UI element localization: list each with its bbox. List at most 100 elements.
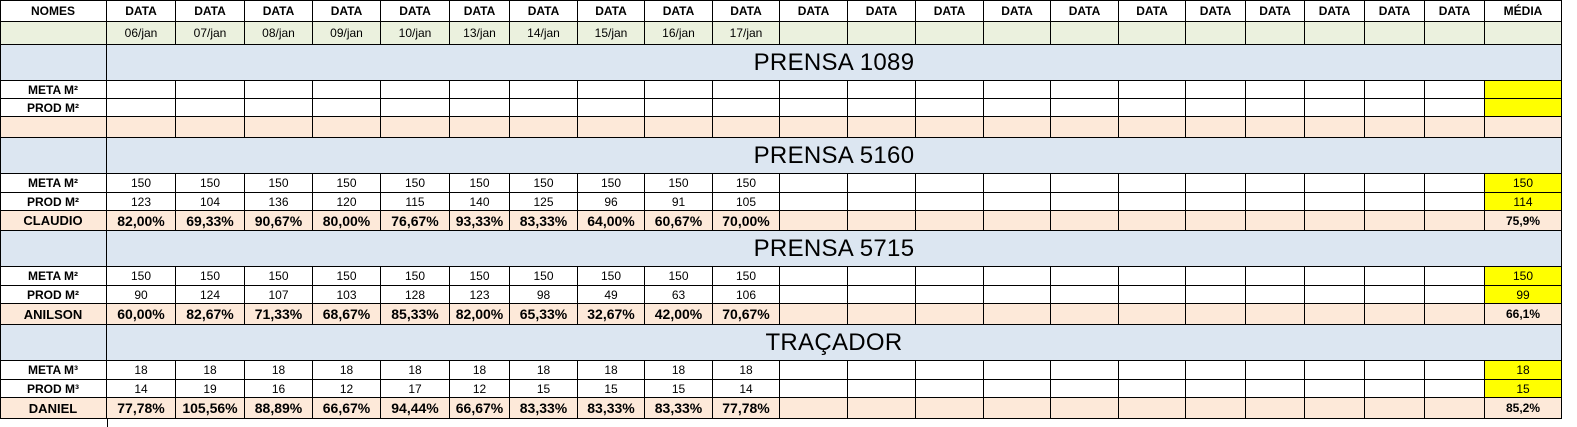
date-header-cell[interactable]: DATA [245,0,313,22]
date-cell[interactable]: 17/jan [713,22,780,45]
meta-value-cell[interactable]: 150 [450,267,510,286]
meta-value-cell[interactable] [780,174,848,193]
meta-label[interactable]: META M³ [0,361,107,380]
meta-value-cell[interactable] [984,267,1051,286]
prod-value-cell[interactable] [1119,99,1186,117]
prod-value-cell[interactable] [1425,380,1485,398]
percent-cell[interactable]: 68,67% [313,304,381,325]
meta-value-cell[interactable] [1365,81,1425,99]
average-meta-cell[interactable]: 150 [1485,267,1562,286]
percent-cell[interactable] [176,117,245,138]
average-header[interactable]: MÉDIA [1485,0,1562,22]
prod-value-cell[interactable] [1305,380,1365,398]
prod-value-cell[interactable] [450,99,510,117]
meta-value-cell[interactable]: 150 [713,174,780,193]
percent-cell[interactable] [1186,211,1246,231]
meta-value-cell[interactable] [450,81,510,99]
meta-value-cell[interactable]: 150 [578,174,645,193]
prod-value-cell[interactable]: 15 [578,380,645,398]
average-percent-cell[interactable]: 75,9% [1485,211,1562,231]
meta-value-cell[interactable] [1119,361,1186,380]
meta-value-cell[interactable] [1365,174,1425,193]
percent-cell[interactable] [1186,398,1246,419]
date-cell[interactable]: 08/jan [245,22,313,45]
meta-value-cell[interactable] [1186,174,1246,193]
meta-value-cell[interactable] [578,81,645,99]
meta-value-cell[interactable]: 18 [578,361,645,380]
meta-value-cell[interactable] [107,81,176,99]
meta-label[interactable]: META M² [0,267,107,286]
percent-cell[interactable] [780,117,848,138]
date-header-cell[interactable]: DATA [916,0,984,22]
percent-cell[interactable] [1246,398,1305,419]
meta-value-cell[interactable] [1425,361,1485,380]
date-header-cell[interactable]: DATA [578,0,645,22]
percent-cell[interactable] [780,304,848,325]
date-header-cell[interactable]: DATA [1246,0,1305,22]
prod-value-cell[interactable]: 107 [245,286,313,304]
prod-value-cell[interactable]: 17 [381,380,450,398]
date-cell[interactable] [1305,22,1365,45]
prod-value-cell[interactable]: 15 [510,380,578,398]
percent-cell[interactable]: 83,33% [510,211,578,231]
percent-cell[interactable]: 64,00% [578,211,645,231]
meta-value-cell[interactable] [713,81,780,99]
date-cell[interactable]: 10/jan [381,22,450,45]
prod-value-cell[interactable] [984,286,1051,304]
percent-cell[interactable]: 69,33% [176,211,245,231]
percent-cell[interactable]: 83,33% [510,398,578,419]
meta-value-cell[interactable]: 150 [245,267,313,286]
meta-value-cell[interactable] [1425,81,1485,99]
meta-value-cell[interactable]: 150 [176,267,245,286]
percent-cell[interactable] [1051,211,1119,231]
meta-value-cell[interactable] [245,81,313,99]
prod-value-cell[interactable]: 12 [450,380,510,398]
meta-value-cell[interactable]: 150 [645,267,713,286]
prod-value-cell[interactable] [1305,286,1365,304]
date-header-cell[interactable]: DATA [1119,0,1186,22]
percent-cell[interactable] [1119,398,1186,419]
percent-cell[interactable] [780,211,848,231]
percent-cell[interactable]: 80,00% [313,211,381,231]
date-cell[interactable] [1051,22,1119,45]
percent-cell[interactable] [381,117,450,138]
prod-value-cell[interactable]: 106 [713,286,780,304]
prod-value-cell[interactable] [1051,99,1119,117]
prod-value-cell[interactable] [1119,193,1186,211]
percent-cell[interactable]: 77,78% [107,398,176,419]
meta-value-cell[interactable] [1246,81,1305,99]
prod-value-cell[interactable] [780,99,848,117]
percent-cell[interactable] [916,211,984,231]
meta-value-cell[interactable] [645,81,713,99]
prod-value-cell[interactable] [780,286,848,304]
meta-value-cell[interactable] [1119,174,1186,193]
date-cell[interactable] [848,22,916,45]
prod-label[interactable]: PROD M³ [0,380,107,398]
prod-value-cell[interactable]: 16 [245,380,313,398]
meta-value-cell[interactable] [1051,267,1119,286]
meta-value-cell[interactable] [1425,174,1485,193]
meta-value-cell[interactable]: 150 [176,174,245,193]
prod-value-cell[interactable]: 14 [713,380,780,398]
percent-cell[interactable] [450,117,510,138]
prod-value-cell[interactable] [1119,286,1186,304]
percent-cell[interactable] [984,304,1051,325]
prod-value-cell[interactable]: 115 [381,193,450,211]
date-header-cell[interactable]: DATA [381,0,450,22]
prod-value-cell[interactable] [1186,380,1246,398]
date-cell[interactable] [1365,22,1425,45]
prod-value-cell[interactable] [848,286,916,304]
percent-cell[interactable]: 94,44% [381,398,450,419]
prod-value-cell[interactable]: 123 [450,286,510,304]
percent-cell[interactable] [984,117,1051,138]
percent-cell[interactable] [1246,304,1305,325]
prod-value-cell[interactable] [1186,99,1246,117]
prod-value-cell[interactable] [1365,99,1425,117]
prod-value-cell[interactable] [1246,193,1305,211]
percent-cell[interactable] [1305,398,1365,419]
meta-value-cell[interactable]: 150 [645,174,713,193]
prod-value-cell[interactable] [510,99,578,117]
prod-value-cell[interactable] [313,99,381,117]
meta-value-cell[interactable]: 18 [107,361,176,380]
percent-cell[interactable]: 32,67% [578,304,645,325]
